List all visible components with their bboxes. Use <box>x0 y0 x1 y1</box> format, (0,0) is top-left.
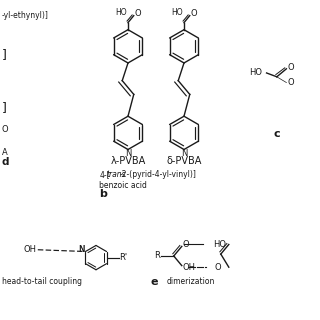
Text: δ-PVBA: δ-PVBA <box>166 156 202 166</box>
Text: O: O <box>134 9 141 18</box>
Text: O: O <box>190 9 197 18</box>
Text: HO: HO <box>171 8 183 17</box>
Text: benzoic acid: benzoic acid <box>99 180 147 189</box>
Text: N: N <box>125 149 131 158</box>
Text: HO: HO <box>213 240 226 249</box>
Text: head-to-tail coupling: head-to-tail coupling <box>2 277 82 286</box>
Text: R': R' <box>119 253 127 262</box>
Text: O: O <box>2 125 8 134</box>
Text: 4-[: 4-[ <box>99 170 110 179</box>
Text: O: O <box>215 263 221 272</box>
Text: N: N <box>181 149 187 158</box>
Text: HO: HO <box>115 8 127 17</box>
Text: λ-PVBA: λ-PVBA <box>110 156 146 166</box>
Text: -yl-ethynyl)]: -yl-ethynyl)] <box>2 11 48 20</box>
Text: A: A <box>2 148 7 156</box>
Text: ]: ] <box>2 101 6 114</box>
Text: OH: OH <box>24 245 37 254</box>
Text: d: d <box>2 157 9 167</box>
Text: e: e <box>150 277 158 287</box>
Text: O: O <box>183 240 189 249</box>
Text: -2-(pyrid-4-yl-vinyl)]: -2-(pyrid-4-yl-vinyl)] <box>120 170 197 179</box>
Text: ]: ] <box>2 48 6 61</box>
Text: R: R <box>154 252 160 260</box>
Text: N: N <box>78 244 84 254</box>
Text: O: O <box>287 63 294 72</box>
Text: HO: HO <box>249 68 262 77</box>
Text: c: c <box>274 129 280 140</box>
Text: b: b <box>99 189 107 199</box>
Text: N: N <box>78 245 85 254</box>
Text: OH: OH <box>183 263 196 272</box>
Text: O: O <box>287 78 294 87</box>
Text: dimerization: dimerization <box>166 277 215 286</box>
Text: trans: trans <box>106 170 126 179</box>
